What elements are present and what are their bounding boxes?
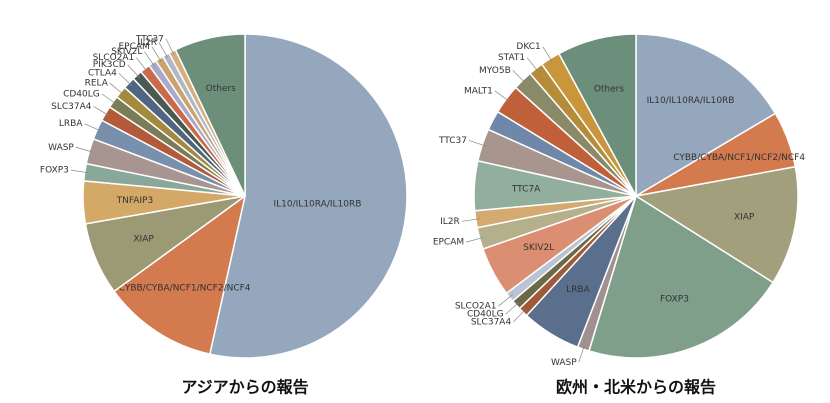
leader-line xyxy=(505,301,520,315)
leader-line xyxy=(109,82,124,95)
slice-label: CYBB/CYBA/NCF1/NCF2/NCF4 xyxy=(119,284,251,294)
slice-label: CD40LG xyxy=(467,310,504,320)
leader-line xyxy=(461,218,480,222)
slice-label: IL10/IL10RA/IL10RB xyxy=(647,96,735,106)
pie-slice xyxy=(112,194,247,356)
slice-label: CD40LG xyxy=(63,89,100,99)
pie-slice xyxy=(635,33,777,198)
slice-label: SLC37A4 xyxy=(471,318,512,328)
slice-label: FOXP3 xyxy=(40,166,69,176)
slice-label: TNFAIP3 xyxy=(116,196,154,206)
slice-label: PIK3CD xyxy=(93,60,126,70)
slice-label: TTC37 xyxy=(438,136,467,146)
slice-label: WASP xyxy=(551,358,577,368)
slice-label: MALT1 xyxy=(464,86,493,96)
leader-line xyxy=(101,93,117,105)
slice-label: EPCAM xyxy=(118,42,149,52)
slice-label: Others xyxy=(206,84,237,94)
slice-label: CTLA4 xyxy=(88,69,117,79)
slice-label: MYO5B xyxy=(479,66,511,76)
leader-line xyxy=(84,123,102,132)
pie-slice xyxy=(174,33,246,197)
pie-slice xyxy=(208,33,408,359)
slice-label: TTC37 xyxy=(135,34,164,44)
slice-label: SKIV2L xyxy=(111,47,142,57)
leader-line xyxy=(512,308,527,323)
leader-line xyxy=(578,345,585,363)
slice-label: XIAP xyxy=(133,235,154,245)
leader-line xyxy=(512,70,526,84)
slice-label: IL2R xyxy=(440,217,460,227)
slice-label: SKIV2L xyxy=(523,243,554,253)
leader-line xyxy=(136,57,148,72)
leader-line xyxy=(165,38,175,56)
leader-line xyxy=(75,146,94,153)
slice-label: LRBA xyxy=(566,285,590,295)
leader-line xyxy=(542,46,553,63)
pie-slice xyxy=(588,194,775,359)
chart-title: 欧州・北米からの報告 xyxy=(556,378,716,397)
slice-label: Others xyxy=(594,85,625,95)
leader-line xyxy=(70,169,89,174)
slice-label: STAT1 xyxy=(498,53,525,63)
leader-line xyxy=(158,42,169,59)
slice-label: FOXP3 xyxy=(660,295,689,305)
leader-line xyxy=(468,140,487,147)
leader-line xyxy=(466,237,484,243)
chart-title: アジアからの報告 xyxy=(181,378,308,397)
leader-line xyxy=(93,106,110,116)
slice-label: LRBA xyxy=(59,119,83,129)
leader-line xyxy=(494,90,510,102)
slice-label: SLCO2A1 xyxy=(455,301,497,311)
leader-line xyxy=(144,51,155,67)
pie-slice xyxy=(633,165,799,284)
slice-label: WASP xyxy=(48,143,74,153)
leader-line xyxy=(127,64,140,79)
pie-slice xyxy=(557,33,637,197)
slice-label: SLCO2A1 xyxy=(93,53,135,63)
slice-label: IL2R xyxy=(137,38,157,48)
slice-label: SLC37A4 xyxy=(51,102,92,112)
leader-line xyxy=(151,46,162,63)
slice-label: EPCAM xyxy=(433,238,464,248)
slice-label: DKC1 xyxy=(516,42,540,52)
slice-label: XIAP xyxy=(734,212,755,222)
leader-line xyxy=(526,57,539,73)
slice-label: RELA xyxy=(85,79,109,89)
slice-label: TTC7A xyxy=(511,185,541,195)
slice-label: IL10/IL10RA/IL10RB xyxy=(274,199,362,209)
leader-line xyxy=(498,294,513,307)
leader-line xyxy=(118,72,133,87)
slice-label: CYBB/CYBA/NCF1/NCF2/NCF4 xyxy=(673,153,805,163)
